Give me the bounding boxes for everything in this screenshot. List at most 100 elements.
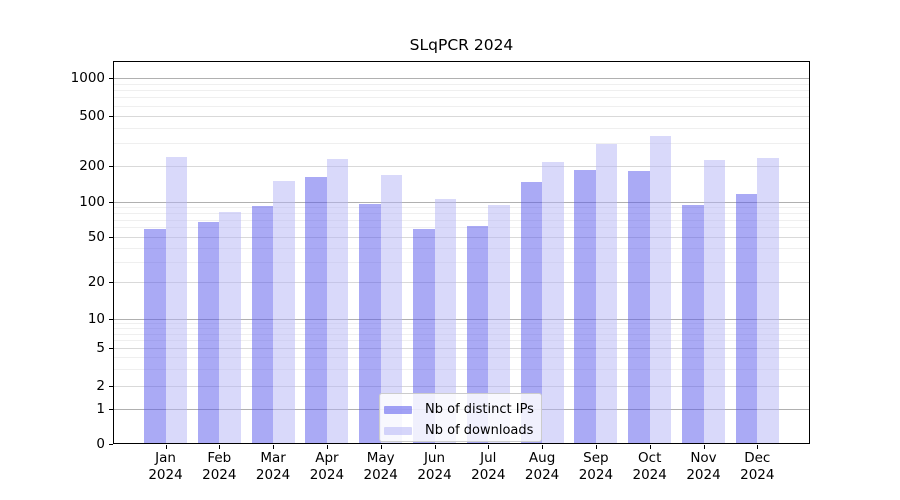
y-tick-mark-200: [109, 165, 113, 167]
x-tick-mark-8: [595, 444, 598, 449]
x-tick-mark-10: [703, 444, 705, 449]
bar-feb-2024-downloads: [219, 211, 241, 444]
bar-jun-2024-distinct-ips: [413, 229, 435, 444]
x-tick-mark-3: [326, 444, 329, 449]
y-tick-mark-2: [109, 386, 113, 388]
y-tick-label-50: 50: [87, 228, 105, 245]
gridline-minor-8: [113, 327, 810, 329]
x-tick-mark-6: [488, 444, 490, 449]
bar-oct-2024-downloads: [649, 135, 672, 444]
x-tick-label-jan-2024: Jan 2024: [148, 450, 183, 483]
x-tick-label-oct-2024: Oct 2024: [632, 450, 667, 483]
bar-mar-2024-downloads: [273, 180, 295, 444]
gridline-1000: [113, 78, 810, 80]
bar-jan-2024-distinct-ips: [144, 229, 166, 444]
legend: Nb of distinct IPs Nb of downloads: [379, 393, 542, 442]
gridline-500: [113, 115, 810, 117]
y-tick-mark-20: [109, 282, 113, 284]
plot-area: Nb of distinct IPs Nb of downloads: [113, 61, 810, 444]
bar-jan-2024-downloads: [165, 156, 187, 444]
y-tick-mark-5: [109, 348, 113, 350]
legend-label-downloads: Nb of downloads: [425, 423, 534, 438]
x-tick-label-sep-2024: Sep 2024: [578, 450, 614, 483]
gridline-minor-3: [113, 369, 810, 371]
gridline-minor-40: [113, 247, 810, 249]
x-tick-label-mar-2024: Mar 2024: [255, 450, 291, 483]
y-tick-mark-1: [109, 408, 113, 410]
gridline-minor-80: [113, 212, 810, 214]
x-tick-mark-11: [757, 444, 759, 449]
bar-sep-2024-distinct-ips: [574, 169, 596, 444]
y-tick-label-5: 5: [96, 340, 105, 356]
gridline-200: [113, 165, 810, 167]
bar-jul-2024-downloads: [488, 204, 510, 444]
y-tick-label-10: 10: [87, 310, 105, 327]
gridline-10: [113, 318, 810, 320]
gridline-minor-600: [113, 105, 810, 107]
x-tick-mark-0: [165, 444, 167, 449]
y-tick-mark-10: [109, 318, 113, 320]
bar-feb-2024-distinct-ips: [197, 221, 220, 444]
y-tick-label-0: 0: [96, 435, 105, 452]
legend-row-distinct-ips: Nb of distinct IPs: [384, 399, 541, 420]
gridline-minor-6: [113, 340, 810, 342]
gridline-minor-30: [113, 261, 810, 263]
bar-aug-2024-downloads: [542, 161, 564, 444]
y-tick-mark-0: [109, 443, 113, 445]
x-tick-label-aug-2024: Aug 2024: [524, 450, 560, 483]
x-tick-mark-1: [219, 444, 221, 449]
y-tick-label-100: 100: [79, 193, 105, 210]
y-tick-mark-50: [109, 236, 113, 238]
bar-dec-2024-downloads: [757, 157, 779, 444]
legend-swatch-distinct-ips: [384, 405, 412, 414]
gridline-minor-9: [113, 322, 810, 324]
x-tick-mark-9: [649, 444, 651, 449]
gridline-20: [113, 282, 810, 283]
gridline-2: [113, 386, 810, 387]
gridline-minor-60: [113, 227, 810, 229]
x-tick-label-jul-2024: Jul 2024: [471, 450, 506, 483]
x-tick-label-apr-2024: Apr 2024: [309, 450, 345, 483]
gridline-minor-70: [113, 219, 810, 221]
x-tick-mark-4: [380, 444, 382, 449]
bar-sep-2024-downloads: [595, 144, 618, 444]
legend-label-distinct-ips: Nb of distinct IPs: [425, 402, 534, 417]
bar-dec-2024-distinct-ips: [735, 194, 758, 444]
x-tick-label-jun-2024: Jun 2024: [417, 450, 452, 483]
x-tick-label-dec-2024: Dec 2024: [740, 450, 775, 483]
y-tick-mark-1000: [109, 78, 113, 80]
gridline-minor-90: [113, 207, 810, 209]
bar-jun-2024-downloads: [434, 199, 456, 444]
gridline-minor-300: [113, 143, 810, 145]
gridline-minor-900: [113, 83, 810, 85]
gridline-minor-4: [113, 357, 810, 359]
y-tick-mark-100: [109, 201, 113, 203]
gridline-50: [113, 236, 810, 238]
y-tick-label-1000: 1000: [70, 70, 105, 87]
bar-nov-2024-distinct-ips: [682, 205, 704, 444]
bar-aug-2024-distinct-ips: [520, 181, 543, 444]
bar-mar-2024-distinct-ips: [251, 205, 274, 444]
x-tick-mark-7: [542, 444, 544, 449]
x-tick-mark-2: [273, 444, 275, 449]
gridline-5: [113, 348, 810, 349]
gridline-minor-400: [113, 127, 810, 129]
bar-may-2024-distinct-ips: [359, 203, 381, 444]
gridline-minor-800: [113, 90, 810, 92]
gridline-minor-700: [113, 97, 810, 99]
bar-apr-2024-downloads: [326, 159, 349, 444]
bar-nov-2024-downloads: [703, 160, 725, 444]
y-tick-mark-500: [109, 115, 113, 117]
y-tick-label-200: 200: [79, 157, 105, 174]
bar-apr-2024-distinct-ips: [305, 176, 327, 444]
bar-oct-2024-distinct-ips: [628, 171, 650, 444]
bar-may-2024-downloads: [380, 174, 403, 444]
gridline-100: [113, 201, 810, 203]
legend-swatch-downloads: [384, 426, 412, 435]
x-tick-label-nov-2024: Nov 2024: [686, 450, 721, 483]
legend-row-downloads: Nb of downloads: [384, 420, 541, 441]
gridline-minor-7: [113, 333, 810, 335]
y-tick-label-1: 1: [96, 400, 105, 417]
x-tick-label-may-2024: May 2024: [363, 450, 398, 483]
